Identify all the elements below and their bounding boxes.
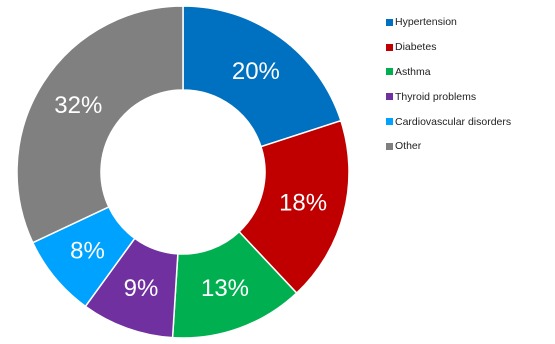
legend-item-other: Other bbox=[386, 134, 511, 159]
slice-hypertension bbox=[182, 5, 342, 148]
slice-labels: 20% 18% 13% 9% 8% 32% bbox=[54, 58, 327, 302]
legend-swatch bbox=[386, 68, 393, 76]
legend-swatch bbox=[386, 43, 393, 51]
legend-label: Cardiovascular disorders bbox=[395, 115, 512, 128]
legend-swatch bbox=[386, 18, 393, 26]
legend-item-thyroid-problems: Thyroid problems bbox=[386, 84, 511, 109]
legend-label: Other bbox=[395, 140, 422, 153]
donut-slices bbox=[16, 5, 350, 339]
legend-label: Thyroid problems bbox=[395, 90, 477, 103]
data-label-other: 32% bbox=[54, 92, 102, 119]
data-label-asthma: 13% bbox=[201, 275, 249, 302]
data-label-thyroid-problems: 9% bbox=[124, 275, 159, 302]
legend-item-asthma: Asthma bbox=[386, 60, 511, 85]
chart-legend: Hypertension Diabetes Asthma Thyroid proble… bbox=[386, 10, 511, 159]
legend-item-diabetes: Diabetes bbox=[386, 35, 511, 60]
legend-label: Asthma bbox=[395, 65, 431, 78]
data-label-hypertension: 20% bbox=[232, 58, 280, 85]
legend-label: Hypertension bbox=[395, 16, 457, 29]
data-label-cardiovascular-disorders: 8% bbox=[70, 238, 105, 265]
legend-swatch bbox=[386, 93, 393, 101]
slice-other bbox=[16, 5, 184, 244]
legend-label: Diabetes bbox=[395, 41, 437, 54]
slice-diabetes bbox=[238, 119, 350, 295]
legend-item-cardiovascular-disorders: Cardiovascular disorders bbox=[386, 109, 511, 134]
data-label-diabetes: 18% bbox=[279, 189, 327, 216]
legend-item-hypertension: Hypertension bbox=[386, 10, 511, 35]
legend-swatch bbox=[386, 142, 393, 150]
legend-swatch bbox=[386, 118, 393, 126]
